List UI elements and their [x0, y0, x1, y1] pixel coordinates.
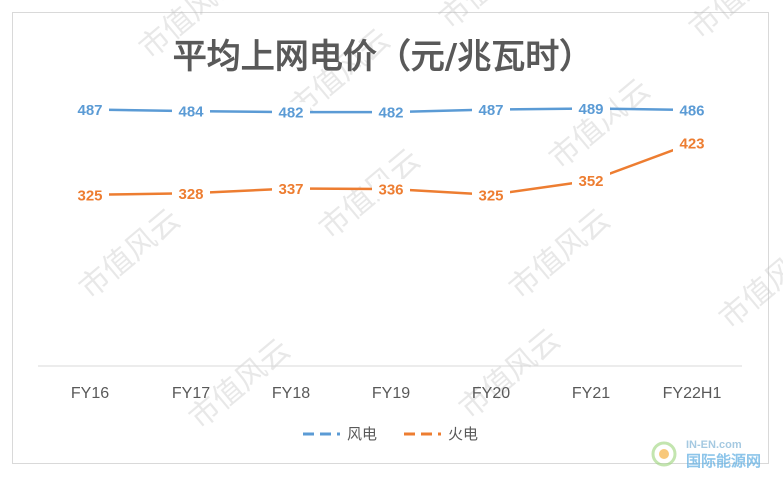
chart-frame	[12, 12, 769, 464]
data-label-bg	[172, 101, 210, 122]
x-tick-label: FY22H1	[663, 385, 722, 402]
data-label-bg	[372, 102, 410, 123]
watermark-text: 市值风云	[433, 0, 547, 36]
legend-item: 火电	[404, 425, 478, 443]
logo-bottom-text: 国际能源网	[686, 452, 761, 470]
data-label: 325	[478, 187, 503, 204]
series-1: 487 484 482 482 487 489 486	[71, 98, 711, 123]
data-label-bg	[673, 100, 711, 121]
data-label-bg	[172, 183, 210, 204]
data-label-bg	[372, 179, 410, 200]
data-label: 484	[178, 104, 204, 121]
x-tick-label: FY21	[572, 385, 610, 402]
data-label-bg	[272, 102, 310, 123]
logo-top-text: IN-EN.com	[686, 439, 742, 451]
in-en-logo: IN-EN.com 国际能源网	[651, 439, 761, 470]
data-label-bg	[572, 98, 610, 119]
watermark-text: 市值风云	[713, 232, 783, 336]
x-tick-label: FY16	[71, 385, 109, 402]
data-label-bg	[572, 170, 610, 191]
x-tick-label: FY18	[272, 385, 310, 402]
data-label: 482	[378, 105, 403, 122]
data-label: 328	[178, 186, 203, 203]
series-layer: 487 484 482 482 487 489 486 325 328 337 336 325 352 4…	[71, 98, 711, 205]
watermark-text: 市值风云	[453, 322, 567, 426]
data-label-bg	[472, 184, 510, 205]
data-label: 482	[278, 105, 303, 122]
data-label: 352	[578, 173, 603, 190]
watermark-text: 市值风云	[73, 202, 187, 306]
x-tick-label: FY20	[472, 385, 510, 402]
data-label: 489	[578, 101, 603, 118]
x-axis-ticks: FY16 FY17 FY18 FY19 FY20 FY21 FY22H1	[71, 385, 722, 402]
data-label-bg	[272, 178, 310, 199]
watermark-text: 市值风云	[503, 202, 617, 306]
data-label: 487	[478, 102, 503, 119]
data-label-bg	[71, 184, 109, 205]
legend-item: 风电	[303, 425, 377, 443]
legend: 风电 火电	[303, 425, 478, 443]
legend-label: 风电	[347, 425, 377, 443]
chart-title: 平均上网电价（元/兆瓦时）	[173, 37, 593, 77]
series-2: 325 328 337 336 325 352 423	[71, 133, 711, 205]
data-label: 486	[679, 103, 704, 120]
x-tick-label: FY17	[172, 385, 210, 402]
watermark-text: 市值风云	[543, 72, 657, 176]
data-label: 325	[77, 187, 102, 204]
data-label: 487	[77, 102, 102, 119]
data-label: 337	[278, 181, 303, 198]
data-label-bg	[472, 99, 510, 120]
watermark-text: 市值风云	[683, 0, 783, 46]
x-tick-label: FY19	[372, 385, 410, 402]
legend-label: 火电	[448, 425, 478, 443]
data-label-bg	[673, 133, 711, 154]
data-label: 423	[679, 136, 704, 153]
data-label: 336	[378, 182, 403, 199]
sun-icon	[651, 441, 677, 467]
data-label-bg	[71, 99, 109, 120]
